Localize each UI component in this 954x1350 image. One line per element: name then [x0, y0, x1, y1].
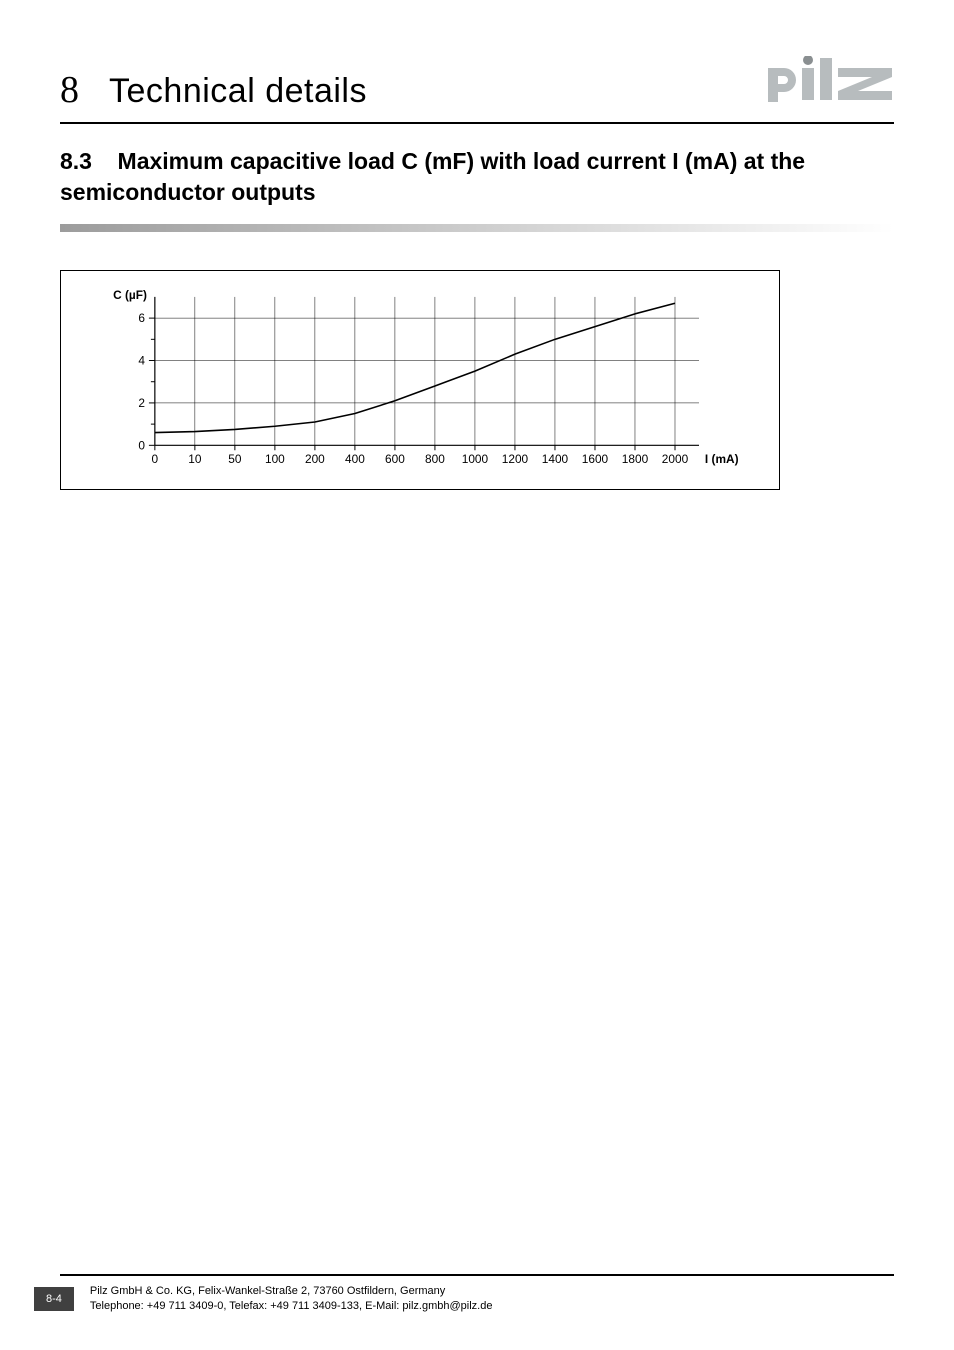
- header-rule: [60, 122, 894, 124]
- svg-text:1600: 1600: [582, 452, 609, 466]
- svg-text:2000: 2000: [662, 452, 689, 466]
- logo-letters: [768, 58, 892, 102]
- footer-line-1: Pilz GmbH & Co. KG, Felix-Wankel-Straße …: [90, 1284, 493, 1299]
- chapter-number: 8: [60, 68, 79, 112]
- footer-line-2: Telephone: +49 711 3409-0, Telefax: +49 …: [90, 1299, 493, 1314]
- svg-text:2: 2: [138, 396, 145, 410]
- logo-dot: [803, 56, 813, 65]
- section-underline: [60, 224, 894, 232]
- svg-text:600: 600: [385, 452, 405, 466]
- footer-rule: [60, 1274, 894, 1276]
- chart-svg: 0 2 4 6 0 10 50 100 200 400 600 800 1000 1200 1400 1600…: [79, 289, 761, 475]
- capacitive-load-chart: 0 2 4 6 0 10 50 100 200 400 600 800 1000 1200 1400 1600…: [60, 270, 780, 490]
- svg-text:0: 0: [152, 452, 159, 466]
- svg-text:400: 400: [345, 452, 365, 466]
- header-left: 8 Technical details: [60, 68, 367, 112]
- svg-text:1800: 1800: [622, 452, 649, 466]
- svg-text:0: 0: [138, 438, 145, 452]
- svg-text:1000: 1000: [462, 452, 489, 466]
- page-footer: 8-4 Pilz GmbH & Co. KG, Felix-Wankel-Str…: [0, 1274, 954, 1314]
- pilz-logo-svg: [764, 56, 894, 102]
- footer-text: Pilz GmbH & Co. KG, Felix-Wankel-Straße …: [90, 1284, 493, 1314]
- chapter-title: Technical details: [109, 72, 367, 111]
- page-number-badge: 8-4: [34, 1287, 74, 1311]
- svg-text:200: 200: [305, 452, 325, 466]
- section-heading: 8.3 Maximum capacitive load C (mF) with …: [60, 146, 894, 208]
- svg-text:I (mA): I (mA): [705, 452, 739, 466]
- section-number: 8.3: [60, 148, 92, 174]
- page-header: 8 Technical details: [60, 56, 894, 112]
- svg-text:100: 100: [265, 452, 285, 466]
- pilz-logo: [764, 56, 894, 102]
- svg-text:1400: 1400: [542, 452, 569, 466]
- svg-text:C (µF): C (µF): [113, 289, 147, 302]
- svg-text:1200: 1200: [502, 452, 529, 466]
- svg-text:10: 10: [188, 452, 202, 466]
- svg-text:6: 6: [138, 311, 145, 325]
- page: 8 Technical details 8.3 Maximum c: [0, 0, 954, 1350]
- svg-text:50: 50: [228, 452, 242, 466]
- svg-text:800: 800: [425, 452, 445, 466]
- section-title: Maximum capacitive load C (mF) with load…: [60, 148, 805, 205]
- footer-row: 8-4 Pilz GmbH & Co. KG, Felix-Wankel-Str…: [0, 1284, 954, 1314]
- svg-text:4: 4: [138, 354, 145, 368]
